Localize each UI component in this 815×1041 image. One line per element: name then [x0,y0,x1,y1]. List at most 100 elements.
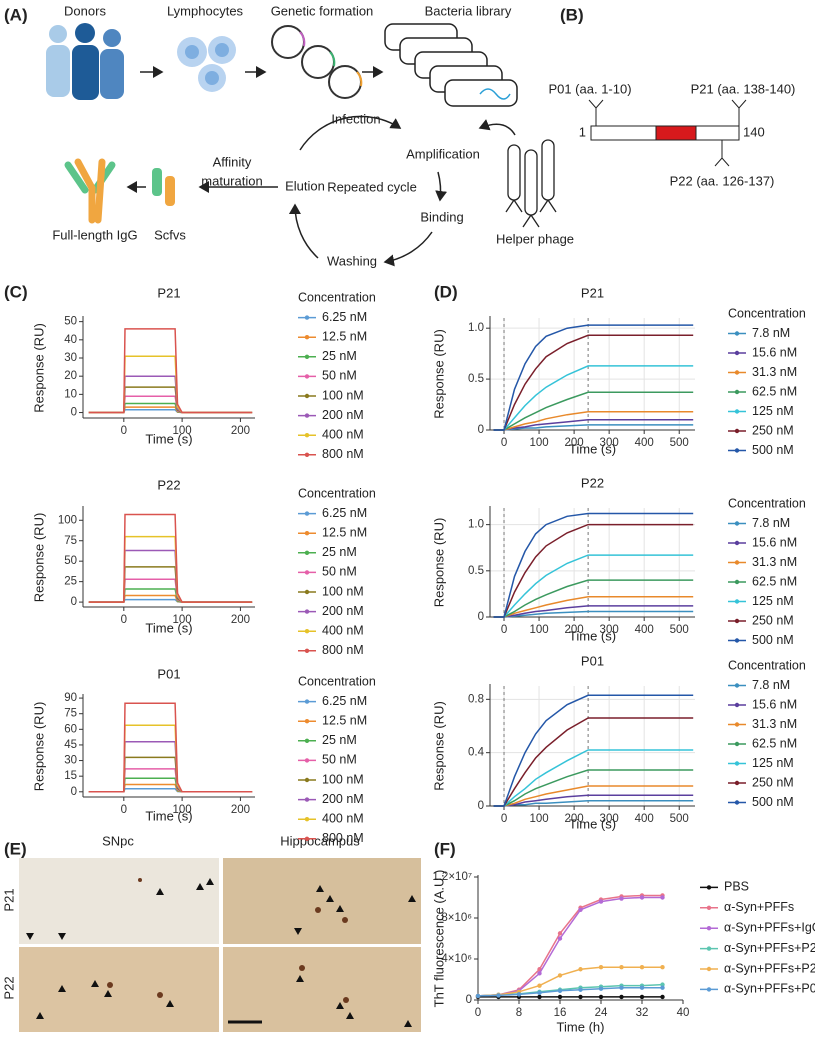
legend-label: 250 nM [752,613,794,627]
point [516,992,522,997]
y-tick-label: 50 [64,316,77,328]
panel-label: (D) [434,282,458,301]
point [619,965,624,970]
x-tick-label: 400 [635,437,654,449]
y-axis-label: Response (RU) [431,518,446,608]
legend-label: 125 nM [752,756,794,770]
y-tick-label: 10 [64,388,77,400]
x-tick-label: 0 [501,624,507,636]
series-line [493,799,694,807]
legend-label: 100 nM [322,772,364,786]
legend-label: 25 nM [322,545,357,559]
label: Donors [64,3,106,18]
legend-label: 25 nM [322,733,357,747]
y-tick-label: 75 [64,535,77,547]
legend-label: α-Syn+PFFs+P22 [724,961,815,975]
y-axis-label: Response (RU) [431,329,446,419]
legend-title: Concentration [728,496,806,510]
legend-swatch [304,315,310,320]
x-tick-label: 400 [635,624,654,636]
point [598,965,604,970]
y-tick-label: 1.0 [468,519,484,531]
series-line [493,769,694,807]
legend-swatch [706,905,712,910]
x-tick-label: 200 [231,425,250,437]
legend-label: 12.5 nM [322,525,367,539]
legend-swatch [304,699,310,704]
legend-swatch [304,589,310,595]
cycle-arrow [435,171,448,202]
legend-label: 800 nM [322,831,364,845]
series-line [477,894,663,997]
y-tick-label: 45 [64,739,77,751]
legend-swatch [304,609,310,614]
legend-swatch [304,719,310,724]
legend-swatch [304,433,310,438]
label: Elution [285,178,325,193]
legend-swatch [304,531,310,536]
series-line [477,986,663,997]
x-tick-label: 200 [231,804,250,816]
donors-icon [46,23,124,100]
y-tick-label: 0 [478,424,484,436]
series-line [493,694,694,807]
x-tick-label: 32 [636,1007,649,1019]
x-tick-label: 100 [173,425,192,437]
legend-label: 400 nM [322,623,364,637]
legend-label: 15.6 nM [752,535,797,549]
point [598,994,604,1000]
y-tick-label: 25 [64,576,77,588]
legend-label: α-Syn+PFFs+P01 [724,982,815,996]
y-tick-label: 15 [64,770,77,782]
series-line [88,578,253,603]
label: Amplification [406,146,480,161]
label: Scfvs [154,227,186,242]
x-tick-label: 100 [173,804,192,816]
legend-label: α-Syn+PFFs+P21 [724,941,815,955]
legend-label: 800 nM [322,447,364,461]
legend-label: α-Syn+PFFs+IgG [724,920,815,934]
label: 1 [579,124,586,139]
legend-swatch [304,374,310,379]
legend-label: 400 nM [322,811,364,825]
label: Binding [420,209,463,224]
legend-label: 200 nM [322,408,364,422]
point [639,985,645,990]
legend-swatch [734,638,740,643]
micrograph [19,947,219,1032]
legend-label: 62.5 nM [752,736,797,750]
legend-label: 50 nM [322,369,357,383]
x-tick-label: 0 [501,813,507,825]
x-tick-label: 100 [173,614,192,626]
chart-title: P22 [581,475,604,490]
y-tick-label: 60 [64,723,77,735]
legend-swatch [734,560,740,565]
micrograph [223,858,421,944]
x-axis-label: Time (s) [145,431,192,446]
legend-swatch [304,648,310,653]
legend-swatch [734,780,740,786]
legend-label: 6.25 nM [322,506,367,520]
point [578,907,583,912]
legend-swatch [304,758,310,763]
point [660,895,665,900]
point [557,994,563,1000]
legend-swatch [706,926,712,931]
series-line [88,535,253,603]
series-line [493,579,694,618]
legend-label: 62.5 nM [752,384,797,398]
point [557,936,563,941]
legend-swatch [706,966,712,972]
series-line [493,512,694,618]
point [660,965,665,970]
label: 140 [743,124,765,139]
point [639,895,645,900]
legend-title: Concentration [298,290,376,304]
point [475,993,481,999]
x-tick-label: 24 [595,1007,608,1019]
panel-label: (A) [4,5,28,24]
legend-title: Concentration [728,658,806,672]
legend-swatch [304,817,310,822]
series-line [88,513,253,603]
